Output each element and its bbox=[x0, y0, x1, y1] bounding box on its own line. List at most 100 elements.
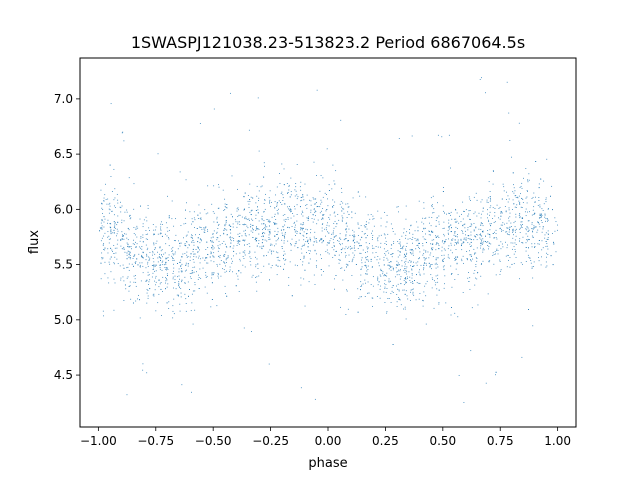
data-point bbox=[351, 261, 353, 263]
data-point bbox=[135, 246, 137, 248]
data-point bbox=[142, 241, 144, 243]
data-point bbox=[271, 244, 273, 246]
data-point bbox=[307, 217, 309, 219]
data-point bbox=[147, 207, 149, 209]
data-point bbox=[329, 214, 331, 216]
data-point bbox=[217, 207, 219, 209]
data-point bbox=[547, 254, 549, 255]
data-point bbox=[425, 251, 427, 253]
data-point bbox=[425, 323, 427, 325]
data-point bbox=[521, 217, 523, 219]
data-point bbox=[346, 289, 347, 291]
data-point bbox=[216, 237, 218, 239]
data-point bbox=[379, 297, 381, 299]
data-point bbox=[405, 248, 407, 250]
data-point bbox=[270, 251, 272, 253]
data-point bbox=[107, 198, 109, 200]
data-point bbox=[155, 226, 157, 228]
data-point bbox=[443, 287, 445, 289]
data-point bbox=[482, 249, 484, 251]
data-point bbox=[301, 245, 303, 247]
data-point bbox=[482, 247, 484, 249]
data-point bbox=[160, 282, 162, 283]
data-point bbox=[450, 314, 452, 316]
data-point bbox=[335, 235, 337, 237]
data-point bbox=[543, 203, 545, 205]
data-point bbox=[227, 255, 229, 257]
data-point bbox=[238, 290, 240, 292]
data-point bbox=[251, 214, 252, 216]
data-point bbox=[202, 267, 204, 269]
data-point bbox=[512, 230, 514, 232]
data-point bbox=[101, 207, 103, 209]
data-point bbox=[153, 234, 154, 236]
data-point bbox=[412, 266, 413, 267]
data-point bbox=[165, 261, 167, 263]
data-point bbox=[377, 276, 379, 278]
data-point bbox=[473, 196, 475, 198]
data-point bbox=[467, 229, 469, 231]
data-point bbox=[417, 261, 419, 263]
data-point bbox=[190, 310, 192, 312]
data-point bbox=[409, 252, 411, 253]
data-point bbox=[454, 244, 456, 246]
data-point bbox=[478, 228, 480, 230]
data-point bbox=[185, 241, 187, 242]
data-point bbox=[411, 268, 413, 270]
data-point bbox=[157, 257, 159, 259]
data-point bbox=[224, 285, 226, 287]
data-point bbox=[500, 227, 501, 229]
data-point bbox=[154, 247, 156, 249]
data-point bbox=[162, 291, 163, 292]
data-point bbox=[462, 255, 464, 257]
data-point bbox=[284, 233, 286, 235]
data-point bbox=[284, 224, 286, 226]
data-point bbox=[261, 247, 263, 249]
data-point bbox=[377, 210, 379, 212]
data-point bbox=[278, 200, 280, 202]
data-point bbox=[414, 238, 416, 239]
data-point bbox=[255, 229, 257, 231]
data-point bbox=[379, 258, 381, 260]
data-point bbox=[493, 263, 495, 265]
data-point bbox=[320, 199, 322, 201]
data-point bbox=[425, 283, 427, 285]
data-point bbox=[403, 269, 405, 271]
data-point bbox=[216, 221, 218, 223]
data-point bbox=[122, 131, 124, 133]
data-point bbox=[290, 209, 292, 211]
data-point bbox=[345, 254, 347, 256]
data-point bbox=[276, 210, 278, 211]
data-point bbox=[224, 198, 226, 200]
data-point bbox=[490, 223, 492, 225]
data-point bbox=[227, 257, 229, 259]
data-point bbox=[179, 243, 180, 245]
data-point bbox=[307, 240, 309, 242]
data-point bbox=[385, 237, 386, 239]
data-point bbox=[447, 248, 449, 250]
data-point bbox=[547, 208, 549, 210]
data-point bbox=[403, 228, 405, 230]
data-point bbox=[499, 218, 501, 220]
data-point bbox=[349, 234, 351, 236]
data-point bbox=[520, 206, 522, 208]
data-point bbox=[410, 281, 412, 283]
data-point bbox=[147, 205, 149, 206]
data-point bbox=[321, 201, 323, 203]
data-point bbox=[148, 284, 149, 285]
data-point bbox=[295, 224, 296, 226]
data-point bbox=[512, 172, 514, 174]
data-point bbox=[401, 235, 403, 237]
data-point bbox=[154, 264, 156, 266]
data-point bbox=[126, 211, 128, 213]
data-point bbox=[450, 167, 451, 169]
data-point bbox=[172, 246, 174, 248]
data-point bbox=[155, 284, 157, 286]
data-point bbox=[193, 271, 195, 273]
data-point bbox=[108, 242, 110, 244]
data-point bbox=[430, 197, 432, 199]
data-point bbox=[168, 238, 170, 240]
data-point bbox=[275, 243, 277, 245]
data-point bbox=[527, 254, 529, 256]
data-point bbox=[103, 200, 105, 202]
